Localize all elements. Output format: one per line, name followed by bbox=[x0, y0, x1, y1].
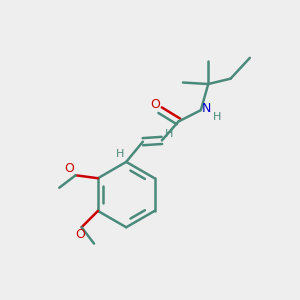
Text: H: H bbox=[165, 129, 173, 139]
Text: O: O bbox=[75, 228, 85, 241]
Text: H: H bbox=[213, 112, 221, 122]
Text: N: N bbox=[202, 102, 211, 115]
Text: O: O bbox=[64, 162, 74, 175]
Text: H: H bbox=[116, 148, 124, 159]
Text: O: O bbox=[150, 98, 160, 111]
